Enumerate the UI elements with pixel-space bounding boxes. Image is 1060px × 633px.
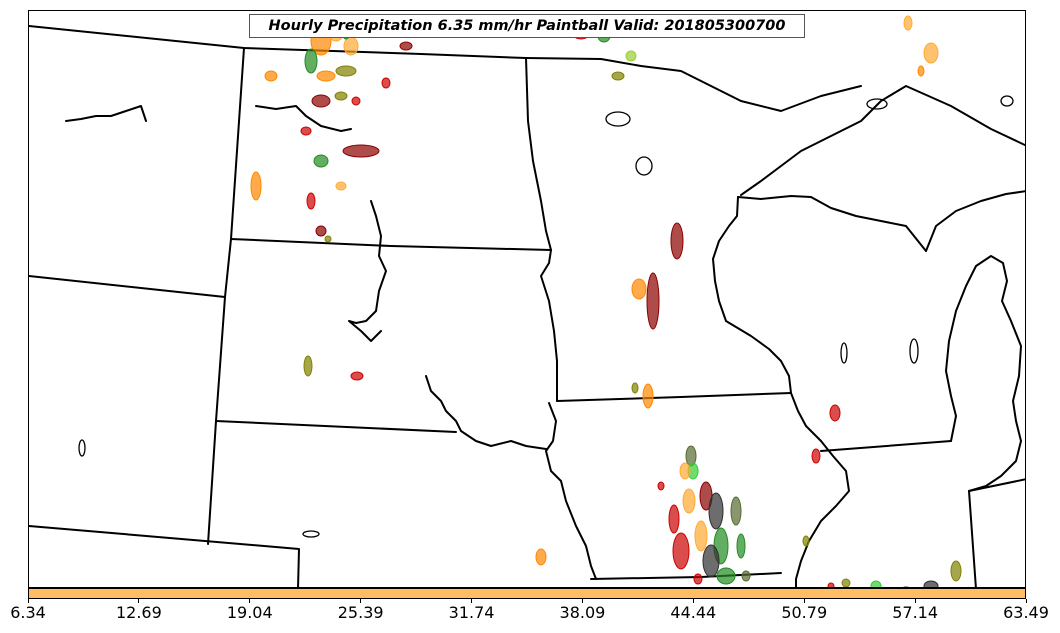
precip-blob	[670, 222, 684, 260]
map-canvas	[29, 15, 1025, 587]
precip-blob	[313, 154, 329, 168]
precip-blob	[694, 520, 708, 552]
colorbar-tick-label: 63.49	[1003, 603, 1049, 622]
precip-blob	[264, 70, 278, 82]
precip-blob	[381, 77, 391, 89]
colorbar-tick	[360, 599, 362, 603]
precip-blob	[335, 181, 347, 191]
precip-blob	[917, 65, 925, 77]
colorbar-tick	[27, 599, 29, 603]
precip-blob	[611, 71, 625, 81]
precip-blob	[315, 225, 327, 237]
state-borders	[29, 25, 1025, 587]
colorbar-tick	[581, 599, 583, 603]
colorbar-tick-label: 12.69	[115, 603, 162, 622]
colorbar-tick-label: 25.39	[337, 603, 384, 622]
precip-blob	[646, 272, 660, 330]
precip-blob	[841, 578, 851, 587]
precip-blob	[950, 560, 962, 582]
precip-blob	[736, 533, 746, 559]
colorbar-tick	[471, 599, 473, 603]
precip-blob	[351, 96, 361, 106]
precip-blob	[303, 355, 313, 377]
colorbar-tick	[692, 599, 694, 603]
precip-blob	[668, 504, 680, 534]
colorbar-tick	[138, 599, 140, 603]
precip-blob	[342, 144, 380, 158]
precip-blob	[535, 548, 547, 566]
precip-blob	[304, 48, 318, 74]
precip-blob	[631, 278, 647, 300]
colorbar-tick-label: 50.79	[781, 603, 828, 622]
precip-blob	[343, 36, 359, 56]
precip-blob	[306, 192, 316, 210]
colorbar-tick	[1025, 599, 1027, 603]
precip-blob	[311, 94, 331, 108]
precip-blob	[903, 15, 913, 31]
colorbar-tick-label: 19.04	[226, 603, 273, 622]
colorbar-tick	[249, 599, 251, 603]
colorbar-tick	[803, 599, 805, 603]
precip-blob	[631, 382, 639, 394]
precip-blob	[716, 567, 736, 585]
precip-blob	[923, 580, 939, 587]
colorbar-tick-label: 44.44	[670, 603, 717, 622]
precip-blob	[730, 496, 742, 526]
colorbar-tick-label: 6.34	[10, 603, 46, 622]
colorbar	[28, 588, 1026, 599]
precip-blob	[672, 532, 690, 570]
precip-blob	[335, 65, 357, 77]
title-text: Hourly Precipitation 6.35 mm/hr Paintbal…	[268, 18, 786, 34]
small-lakes	[78, 95, 1014, 538]
precip-blob	[399, 41, 413, 51]
precip-blob	[870, 580, 882, 587]
precip-blob	[657, 481, 665, 491]
precip-blob	[350, 371, 364, 381]
precip-blob	[679, 462, 691, 480]
precip-blob	[693, 573, 703, 585]
precip-blob	[324, 235, 332, 243]
precip-blob	[923, 42, 939, 64]
map-panel	[28, 10, 1026, 588]
precip-blob	[708, 492, 724, 530]
colorbar-tick-label: 31.74	[448, 603, 495, 622]
precip-blob	[334, 91, 348, 101]
precip-blob	[702, 544, 720, 578]
precip-blob	[741, 570, 751, 582]
precip-blob	[642, 383, 654, 409]
precip-blob	[300, 126, 312, 136]
precip-blob	[802, 535, 810, 547]
precip-blob	[682, 488, 696, 514]
precip-blob	[827, 582, 835, 587]
precip-paintballs	[250, 15, 962, 587]
colorbar-tick-label: 38.09	[559, 603, 606, 622]
precip-blob	[250, 171, 262, 201]
precip-blob	[829, 404, 841, 422]
precip-blob	[316, 70, 336, 82]
colorbar-tick-label: 57.14	[892, 603, 939, 622]
precip-blob	[811, 448, 821, 464]
precip-blob	[625, 50, 637, 62]
colorbar-tick	[914, 599, 916, 603]
map-title: Hourly Precipitation 6.35 mm/hr Paintbal…	[249, 14, 805, 38]
